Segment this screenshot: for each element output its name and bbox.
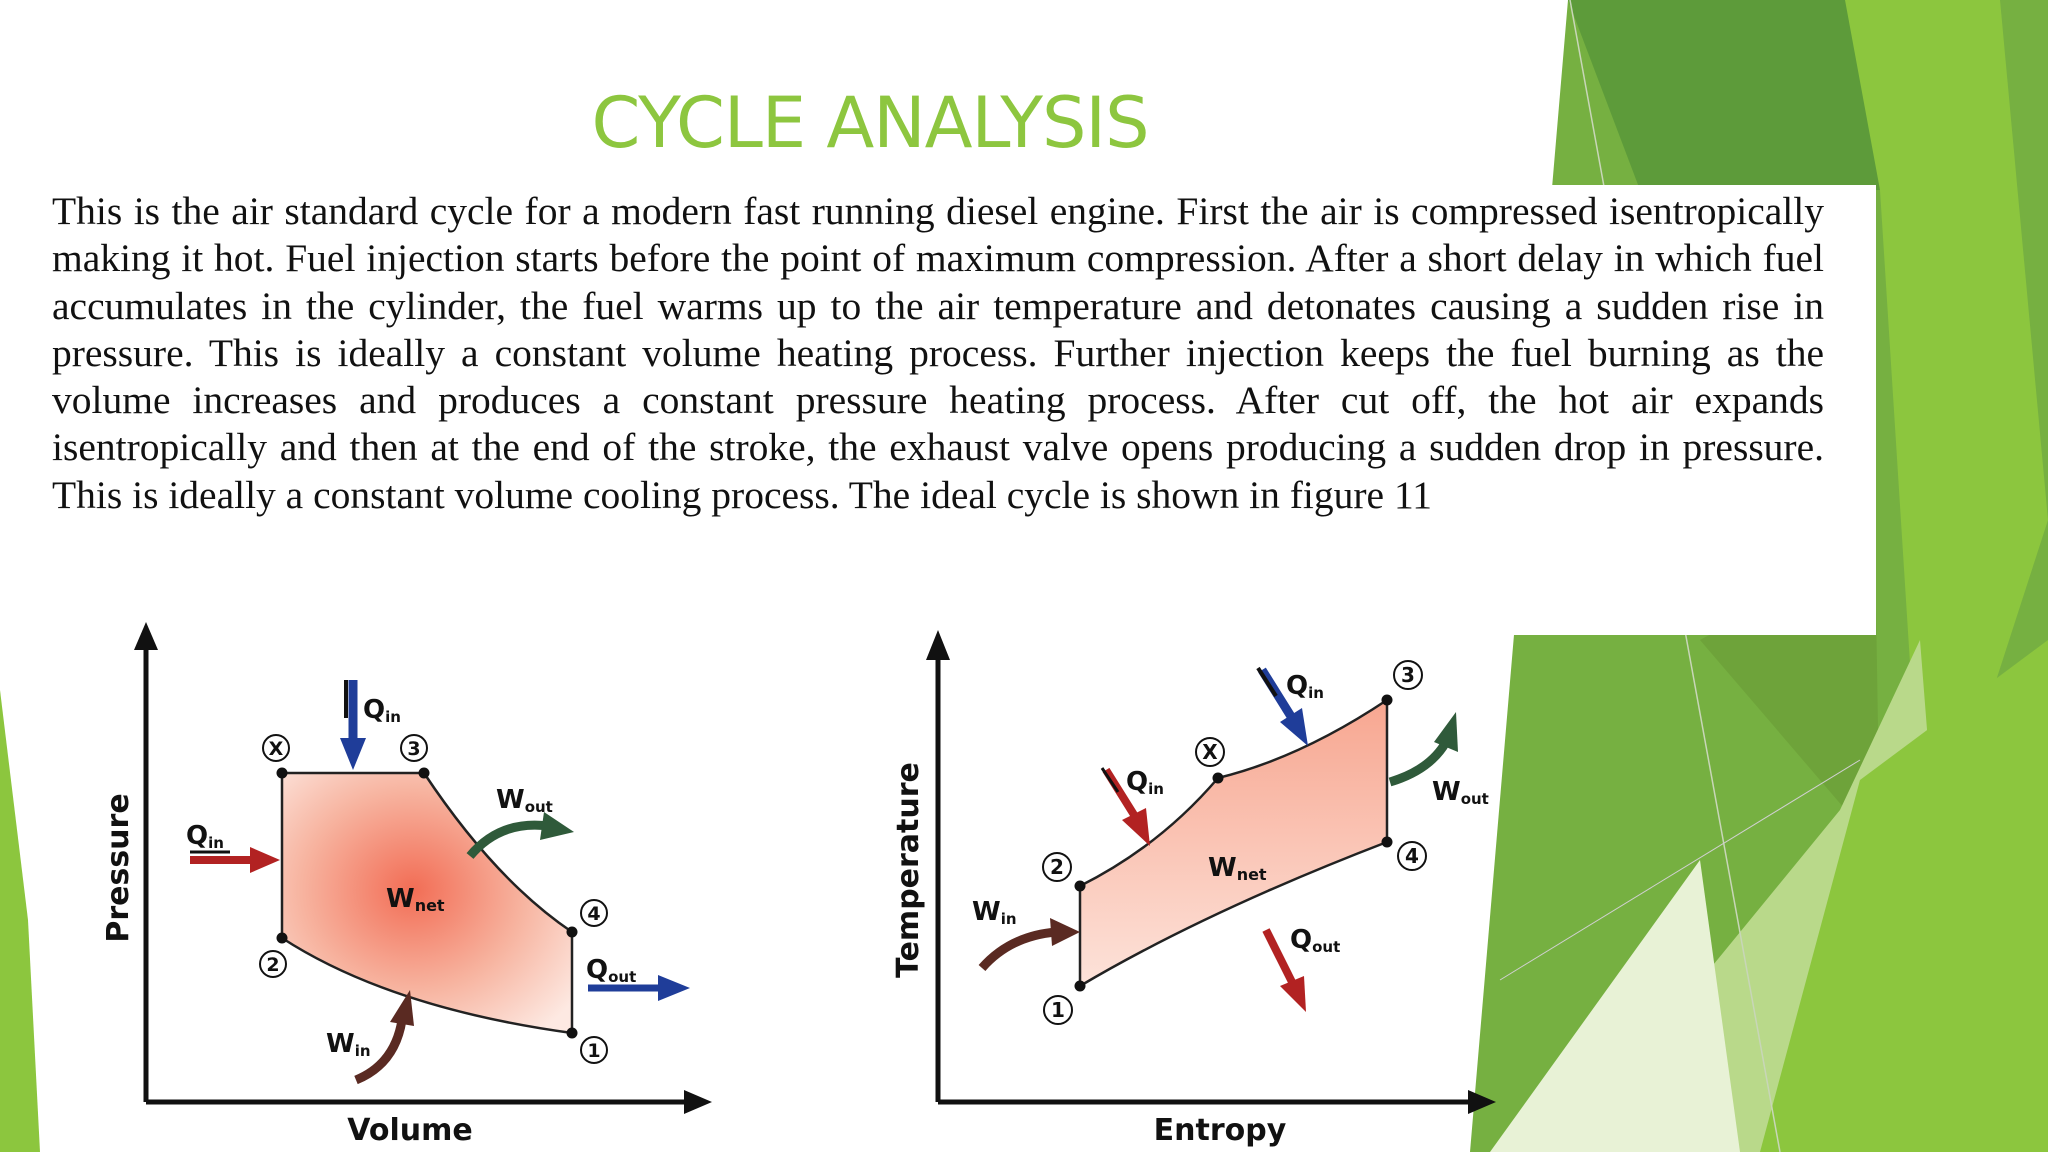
- ts-qin-top-label: Qin: [1286, 671, 1324, 702]
- ts-point-label-1: 1: [1043, 995, 1073, 1025]
- pv-point-label-2: 2: [259, 950, 287, 978]
- pv-y-axis-label: Pressure: [101, 793, 136, 942]
- ts-point-label-2: 2: [1042, 852, 1072, 882]
- pv-point-label: 1: [587, 1040, 600, 1062]
- ts-diagram: Temperature Entropy 3 X 2 4 1 Wnet: [891, 630, 1496, 1148]
- ts-point-label-3: 3: [1393, 660, 1423, 690]
- bg-shape: [1845, 0, 2048, 900]
- pv-heat-out-arrow: [588, 975, 690, 1001]
- pv-heat-in-top-arrow: [340, 680, 366, 770]
- pv-point-label-3: 3: [400, 734, 428, 762]
- ts-y-axis-label: Temperature: [891, 762, 926, 978]
- ts-work-out-arrow: [1388, 712, 1458, 787]
- ts-wnet-label: Wnet: [1208, 853, 1267, 884]
- ts-point-label: X: [1202, 740, 1218, 764]
- pv-wout-label: Wout: [496, 785, 553, 816]
- pv-heat-in-left-arrow: [190, 847, 280, 873]
- ts-point-label: 4: [1405, 844, 1419, 868]
- ts-win-label: Win: [972, 897, 1017, 928]
- pv-point-markers: [276, 767, 578, 1039]
- bg-shape: [1568, 0, 1880, 190]
- ts-qin-left-label: Qin: [1126, 767, 1164, 798]
- ts-point-label: 3: [1401, 663, 1415, 687]
- pv-x-axis-label: Volume: [347, 1113, 472, 1148]
- ts-wout-label: Wout: [1432, 777, 1489, 808]
- pv-point-label-1: 1: [580, 1036, 608, 1064]
- pv-diagram: Pressure Volume X 3 2 4 1 Wnet: [101, 622, 712, 1148]
- pv-point-label: X: [269, 738, 284, 760]
- pv-point-label: 4: [587, 903, 600, 925]
- pv-point-label-x: X: [262, 734, 290, 762]
- body-paragraph: This is the air standard cycle for a mod…: [52, 189, 1824, 517]
- pv-point-label: 2: [266, 954, 279, 976]
- ts-heat-out-arrow: [1262, 928, 1306, 1012]
- pv-win-label: Win: [326, 1029, 371, 1060]
- ts-point-label: 2: [1050, 855, 1064, 879]
- bg-shape: [1490, 860, 1740, 1152]
- pv-qin-left-label: Qin: [186, 821, 224, 852]
- pv-point-label: 3: [407, 738, 420, 760]
- ts-point-label-x: X: [1195, 737, 1225, 767]
- pv-axes: [134, 622, 712, 1114]
- slide-title: CYCLE ANALYSIS: [591, 82, 1149, 164]
- pv-work-in-arrow: [354, 990, 414, 1085]
- ts-heat-in-left-arrow: [1100, 767, 1150, 846]
- ts-heat-in-top-arrow: [1256, 666, 1308, 746]
- ts-point-label-4: 4: [1397, 841, 1427, 871]
- bg-shape: [0, 690, 40, 1152]
- pv-wnet-label: Wnet: [386, 884, 445, 915]
- text-box: [40, 185, 1876, 635]
- ts-x-axis-label: Entropy: [1154, 1113, 1287, 1148]
- pv-work-out-arrow: [466, 812, 574, 859]
- pv-point-label-4: 4: [580, 899, 608, 927]
- ts-cycle-area: [1078, 697, 1389, 989]
- bg-line: [1499, 759, 1861, 981]
- ts-point-label: 1: [1051, 998, 1065, 1022]
- ts-point-markers: [1074, 694, 1393, 992]
- pv-qin-top-label: Qin: [363, 695, 401, 726]
- ts-qout-label: Qout: [1290, 925, 1340, 956]
- bg-shape: [1760, 640, 2048, 1152]
- ts-axes: [926, 630, 1496, 1114]
- ts-work-in-arrow: [978, 918, 1080, 972]
- pv-qout-label: Qout: [586, 955, 636, 986]
